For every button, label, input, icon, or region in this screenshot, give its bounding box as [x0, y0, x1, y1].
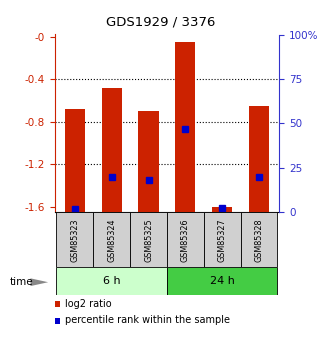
Bar	[212, 207, 232, 212]
Text: 6 h: 6 h	[103, 276, 120, 286]
Bar	[167, 267, 277, 295]
Text: time: time	[10, 277, 33, 287]
Bar	[138, 111, 159, 212]
Bar	[175, 42, 195, 212]
Bar	[249, 106, 269, 212]
Text: log2 ratio: log2 ratio	[65, 299, 112, 308]
Text: GSM85324: GSM85324	[107, 218, 116, 262]
Text: GSM85326: GSM85326	[181, 218, 190, 262]
Bar	[167, 212, 204, 267]
Polygon shape	[30, 278, 48, 286]
Bar	[241, 212, 277, 267]
Text: GSM85325: GSM85325	[144, 218, 153, 262]
Text: GSM85323: GSM85323	[70, 218, 79, 262]
Bar	[56, 267, 167, 295]
Bar	[101, 88, 122, 212]
Bar	[130, 212, 167, 267]
Text: 24 h: 24 h	[210, 276, 235, 286]
Text: GDS1929 / 3376: GDS1929 / 3376	[106, 16, 215, 29]
Text: percentile rank within the sample: percentile rank within the sample	[65, 315, 230, 325]
Bar	[93, 212, 130, 267]
Text: GSM85327: GSM85327	[218, 218, 227, 262]
Bar	[65, 109, 85, 212]
Text: GSM85328: GSM85328	[255, 218, 264, 262]
Bar	[204, 212, 241, 267]
Bar	[56, 212, 93, 267]
